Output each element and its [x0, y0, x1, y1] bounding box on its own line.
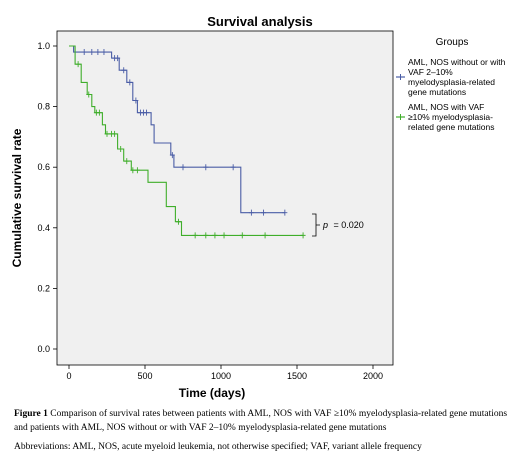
x-tick-label: 0 [66, 371, 71, 381]
censor-mark [124, 158, 130, 165]
censor-mark [180, 164, 186, 171]
censor-mark [127, 79, 133, 86]
figure-label: Figure 1 [14, 409, 48, 419]
censor-mark [239, 232, 245, 239]
y-tick-label: 1.0 [37, 41, 50, 51]
figure-caption: Figure 1 Comparison of survival rates be… [14, 407, 510, 435]
censor-mark [112, 130, 118, 137]
censor-mark [121, 67, 127, 74]
y-tick-label: 0.4 [37, 223, 50, 233]
x-axis-label: Time (days) [179, 386, 245, 400]
legend-label-line: ≥10% myelodysplasia- [408, 112, 493, 122]
legend-item-2: AML, NOS with VAF ≥10% myelodysplasia-rel… [396, 102, 494, 132]
x-tick-label: 1000 [211, 371, 231, 381]
legend-label-line: gene mutations [408, 87, 466, 97]
axes: 0.0 0.2 0.4 0.6 0.8 1.0 0 500 1000 1500 2000 [37, 41, 383, 381]
censor-mark [130, 167, 136, 174]
censor-mark [144, 109, 150, 116]
censor-mark [282, 209, 288, 216]
legend-label: AML, NOS with VAF ≥10% myelodysplasia-rel… [408, 102, 494, 132]
survival-chart: Survival analysis Time (days) Cumulative… [10, 14, 506, 400]
legend-label-line: myelodysplasia-related [408, 77, 495, 87]
p-value-text: = 0.020 [334, 220, 364, 230]
legend-item-1: AML, NOS without or with VAF 2–10% myelody… [396, 57, 506, 97]
p-value-annotation: p = 0.020 [312, 213, 364, 237]
censor-mark [203, 232, 209, 239]
y-tick-label: 0.6 [37, 162, 50, 172]
x-tick-label: 2000 [363, 371, 383, 381]
censor-mark [101, 49, 107, 56]
figure-caption-text: Comparison of survival rates between pat… [14, 409, 508, 433]
legend-label-line: VAF 2–10% [408, 67, 453, 77]
censor-mark [89, 49, 95, 56]
censor-mark [81, 49, 87, 56]
censor-mark [86, 91, 92, 98]
censor-mark [134, 167, 140, 174]
legend-label: AML, NOS without or with VAF 2–10% myelody… [408, 57, 506, 97]
censor-mark [95, 49, 101, 56]
legend-label-line: related gene mutations [408, 122, 494, 132]
y-tick-label: 0.8 [37, 102, 50, 112]
censor-mark [169, 152, 175, 159]
svg-text:p = 0.020: p = 0.020 [322, 220, 364, 230]
y-tick-label: 0.2 [37, 283, 50, 293]
censor-mark [203, 164, 209, 171]
censor-mark [96, 109, 102, 116]
censor-mark [192, 232, 198, 239]
abbreviations-caption: Abbreviations: AML, NOS, acute myeloid l… [14, 442, 422, 452]
censor-mark [118, 146, 124, 153]
plot-area [56, 30, 394, 366]
series-lines [69, 45, 306, 239]
censor-mark [75, 61, 81, 68]
censor-mark [212, 232, 218, 239]
censor-mark [104, 130, 110, 137]
x-tick-label: 500 [137, 371, 152, 381]
censor-mark [230, 164, 236, 171]
p-symbol: p [322, 220, 328, 230]
legend-title: Groups [436, 37, 469, 48]
chart-title: Survival analysis [207, 14, 313, 29]
censor-mark [115, 55, 121, 62]
x-tick-label: 1500 [287, 371, 307, 381]
censor-mark [221, 232, 227, 239]
legend-label-line: AML, NOS without or with [408, 57, 506, 67]
legend: AML, NOS without or with VAF 2–10% myelody… [396, 57, 506, 132]
censor-mark [262, 232, 268, 239]
censor-mark [300, 232, 306, 239]
censor-mark [261, 209, 267, 216]
series-2 [69, 45, 306, 239]
censor-mark [175, 218, 181, 225]
series-1 [69, 45, 288, 216]
censor-mark [248, 209, 254, 216]
y-axis-label: Cumulative survival rate [10, 128, 24, 267]
survival-curve-line [69, 45, 285, 214]
legend-label-line: AML, NOS with VAF [408, 102, 484, 112]
y-tick-label: 0.0 [37, 344, 50, 354]
censor-mark [133, 97, 139, 104]
